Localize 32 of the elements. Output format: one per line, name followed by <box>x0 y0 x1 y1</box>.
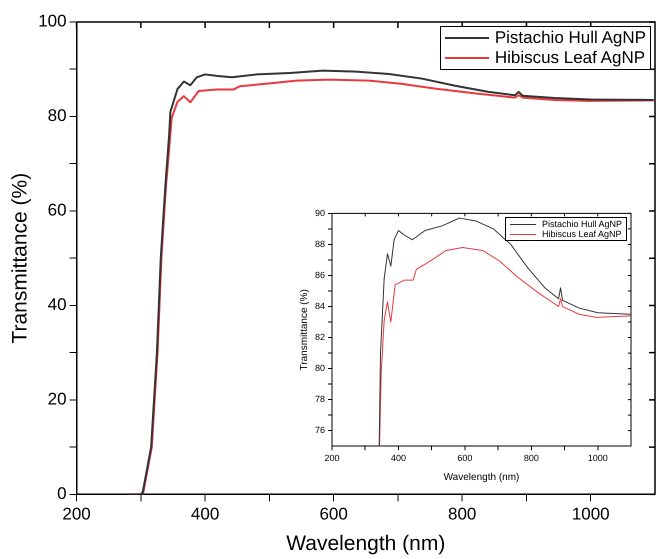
legend-label: Hibiscus Leaf AgNP <box>494 48 646 68</box>
x-tick-label: 800 <box>448 504 476 524</box>
y-tick-label: 86 <box>314 270 326 280</box>
y-tick-label: 80 <box>314 363 326 374</box>
y-tick-label: 82 <box>314 332 326 342</box>
y-tick-label: 0 <box>57 484 67 504</box>
y-axis-title: Transmittance (%) <box>8 172 32 344</box>
y-tick-label: 100 <box>38 12 67 31</box>
y-tick-label: 76 <box>314 425 326 436</box>
x-tick-label: 600 <box>319 504 348 524</box>
x-axis-title: Wavelength (nm) <box>444 472 520 483</box>
y-tick-label: 60 <box>48 200 67 220</box>
y-tick-label: 84 <box>314 301 326 312</box>
x-tick-label: 400 <box>390 453 406 464</box>
y-axis-title: Transmittance (%) <box>298 289 310 370</box>
y-tick-label: 90 <box>314 208 326 218</box>
legend-label: Pistachio Hull AgNP <box>494 28 646 48</box>
x-tick-label: 800 <box>524 453 539 464</box>
legend-label: Pistachio Hull AgNP <box>542 219 622 230</box>
x-tick-label: 1000 <box>572 504 610 524</box>
legend-label: Hibiscus Leaf AgNP <box>542 229 622 240</box>
x-tick-label: 200 <box>62 504 91 524</box>
x-tick-label: 600 <box>457 453 472 464</box>
y-tick-label: 40 <box>48 295 67 314</box>
x-tick-label: 1000 <box>588 453 608 464</box>
x-tick-label: 200 <box>324 453 340 464</box>
y-tick-label: 88 <box>314 238 326 249</box>
x-axis-title: Wavelength (nm) <box>286 532 446 556</box>
x-tick-label: 400 <box>190 504 220 524</box>
y-tick-label: 80 <box>48 106 67 126</box>
y-tick-label: 20 <box>48 390 67 409</box>
y-tick-label: 78 <box>314 394 326 404</box>
